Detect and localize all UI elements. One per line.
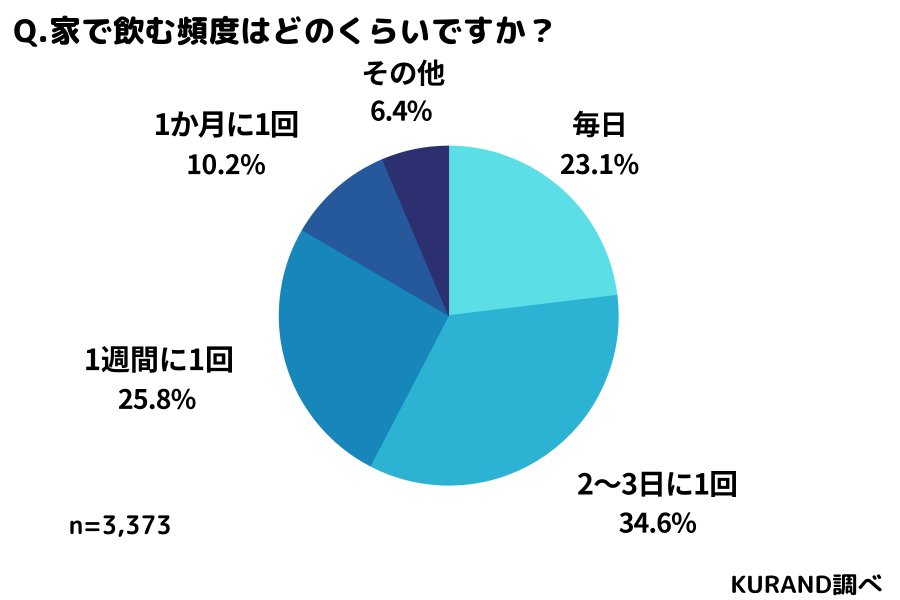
slice-label-once-per-month — [155, 110, 298, 175]
source-credit-text — [732, 574, 882, 596]
slice-label-once-per-month-name-text — [155, 110, 298, 138]
footnotes — [70, 515, 882, 596]
slice-label-once-per-week — [86, 345, 232, 410]
chart-title-text — [14, 15, 552, 47]
pie-slices — [278, 145, 619, 486]
pie-slice-everyday — [448, 145, 618, 316]
slice-label-other-name-text — [363, 59, 445, 86]
slice-label-everyday-name-text — [573, 110, 624, 138]
slice-labels — [86, 59, 736, 534]
slice-label-once-per-month-value-text — [188, 153, 265, 175]
slice-label-once-per-2-3-days-name-text — [577, 470, 736, 497]
pie-slice-other — [382, 145, 450, 316]
pie-slice-once-per-2-3-days — [370, 294, 619, 486]
slice-label-once-per-week-name-text — [86, 345, 232, 373]
slice-label-once-per-2-3-days — [577, 470, 736, 534]
slice-label-other-value-text — [371, 100, 432, 122]
slice-label-once-per-week-value-text — [118, 388, 196, 410]
sample-size-text — [70, 515, 170, 537]
slice-label-everyday-value-text — [560, 153, 639, 175]
slice-label-other — [363, 59, 445, 122]
slice-label-everyday — [560, 110, 639, 175]
pie-slice-once-per-week — [278, 229, 450, 467]
chart-title-block — [14, 15, 552, 47]
slice-label-once-per-2-3-days-value-text — [619, 512, 697, 534]
pie-slice-once-per-month — [301, 159, 450, 316]
